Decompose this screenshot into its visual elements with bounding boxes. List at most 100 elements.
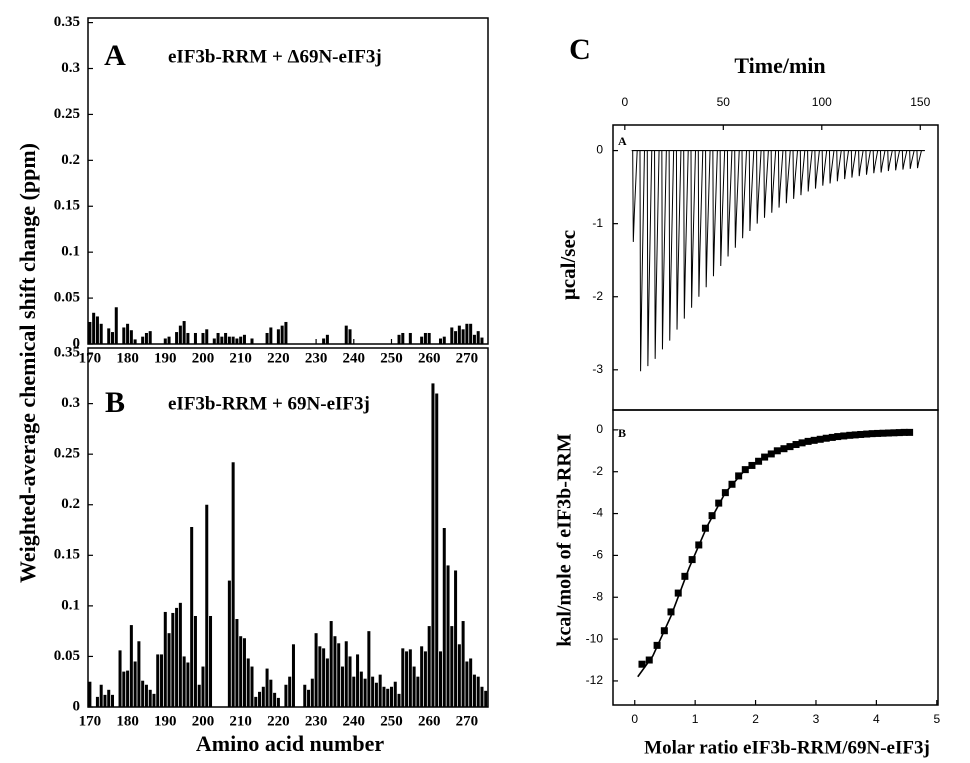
bar [461,621,465,707]
x-tick-label: 2 [752,712,759,726]
y-tick-label: 0.35 [54,344,80,360]
data-point [786,443,794,451]
bar [129,330,133,344]
bar [386,688,390,707]
injection-peak [668,150,675,341]
y-tick-label: 0.05 [54,290,80,306]
x-tick-label: 250 [380,350,403,366]
bar [242,638,246,707]
bar [175,607,179,707]
data-point [798,439,806,447]
y-axis-label: μcal/sec [556,230,580,300]
bar [280,325,284,344]
bar [148,331,152,344]
injection-peak [770,150,777,213]
bar [167,633,171,707]
bar [224,332,228,344]
bar [423,651,427,707]
bar [250,338,254,344]
bar [476,676,480,707]
x-tick-label: 50 [717,95,731,109]
injection-peak [799,150,806,196]
y-tick-label: 0.25 [54,106,80,122]
bar [480,337,484,344]
x-tick-label: 230 [305,350,328,366]
bar [114,307,118,344]
bar [412,666,416,707]
plot-frame [87,17,489,345]
injection-peak [632,150,638,242]
plot-frame [87,347,489,708]
y-tick-label: -2 [592,464,603,478]
bar [325,658,329,707]
bar [178,325,182,344]
bar [420,646,424,707]
bar [269,327,273,344]
bar [435,393,439,707]
x-tick-label: 260 [418,713,441,729]
bar [235,619,239,707]
data-point [773,447,781,455]
bar [352,676,356,707]
bar [107,689,111,707]
bar [190,526,194,707]
bar [160,654,164,707]
y-tick-label: 0 [596,422,603,436]
y-tick-label: -10 [586,631,604,645]
bar [209,615,213,707]
panel-title: eIF3b-RRM + 69N-eIF3j [168,393,370,414]
injection-peak [887,150,893,172]
bar [423,332,427,344]
injection-peak [639,150,645,372]
bar [99,323,103,344]
bar [337,643,341,707]
bar [329,621,333,707]
y-tick-label: 0.35 [54,14,80,30]
bar [333,636,337,707]
y-tick-label: -6 [592,548,603,562]
x-axis-label: Time/min [734,53,825,78]
bar [401,332,405,344]
y-tick-label: -8 [592,589,603,603]
bar [344,641,348,707]
bar [367,631,371,707]
injection-peak [828,150,835,184]
bar [389,686,393,707]
y-tick-label: 0 [73,698,81,714]
bar [325,334,329,344]
bar [454,331,458,344]
bar [480,686,484,707]
bar [239,636,243,707]
bar [442,336,446,344]
bar [193,615,197,707]
x-tick-label: 3 [813,712,820,726]
bar [265,332,269,344]
x-axis-label: Molar ratio eIF3b-RRM/69N-eIF3j [644,737,930,758]
bar [103,694,107,707]
bar [465,661,469,707]
bar [378,674,382,707]
bar [231,336,235,344]
injection-peak [879,150,886,173]
panel-title: eIF3b-RRM + Δ69N-eIF3j [168,46,382,67]
x-tick-label: 170 [79,713,102,729]
injection-peak [821,150,828,186]
y-tick-label: 0.3 [61,60,80,76]
y-tick-label: 0.3 [61,395,80,411]
x-tick-label: 190 [154,350,177,366]
x-tick-label: 1 [692,712,699,726]
injection-peak [690,150,696,308]
bar [457,644,461,707]
injection-peak [777,150,784,208]
bar [148,689,152,707]
bar [186,662,190,707]
injection-peak [901,150,908,170]
bar [133,339,137,344]
bar [348,656,352,707]
bar [137,641,141,707]
x-tick-label: 220 [267,713,290,729]
y-tick-label: 0.2 [61,152,80,168]
injection-peak [734,150,740,248]
bar [261,686,265,707]
bar [465,323,469,344]
